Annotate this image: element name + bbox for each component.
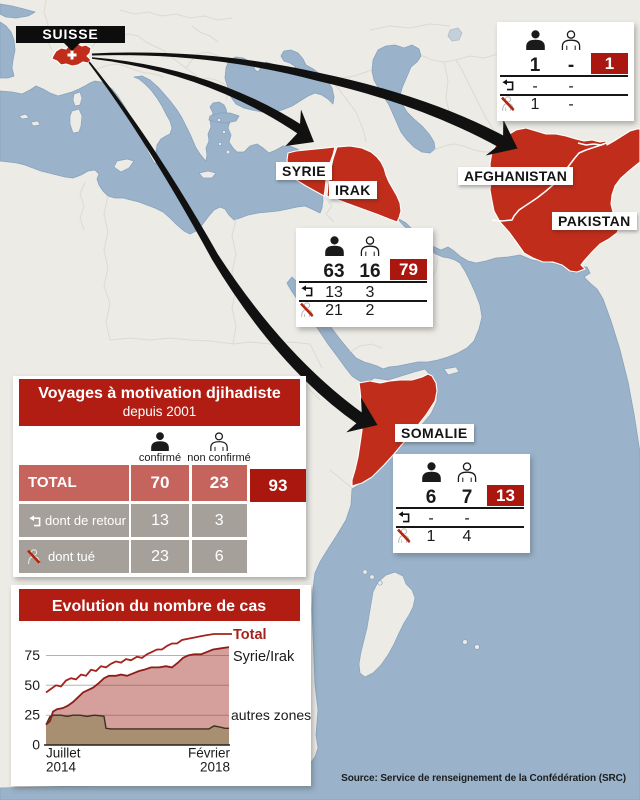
svg-text:75: 75: [24, 647, 40, 663]
svg-text:0: 0: [32, 737, 40, 753]
svg-text:2018: 2018: [200, 760, 230, 775]
svg-text:Syrie/Irak: Syrie/Irak: [233, 649, 295, 665]
svg-text:Février: Février: [188, 746, 231, 761]
svg-text:2014: 2014: [46, 760, 77, 775]
svg-text:50: 50: [24, 677, 40, 693]
svg-text:Evolution du nombre de cas: Evolution du nombre de cas: [52, 598, 266, 615]
svg-text:Total: Total: [233, 627, 267, 643]
svg-text:autres zones: autres zones: [231, 707, 311, 723]
svg-text:Juillet: Juillet: [46, 746, 81, 761]
svg-text:25: 25: [24, 707, 40, 723]
